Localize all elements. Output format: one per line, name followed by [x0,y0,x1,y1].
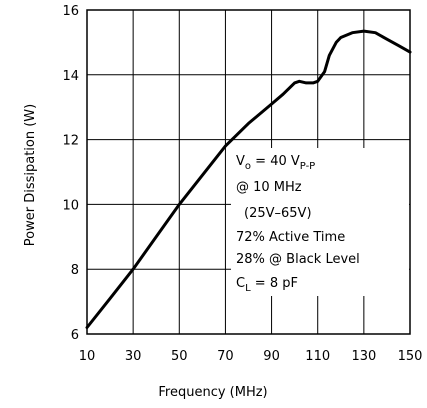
y-tick-label: 8 [71,263,79,278]
x-tick-label: 50 [171,349,188,364]
y-axis-label: Power Dissipation (W) [23,104,38,246]
annotation-box: Vo = 40 VP-P @ 10 MHz (25V–65V) 72% Acti… [231,148,409,296]
tick-labels: 10 30 50 70 90 110 130 150 6 8 10 12 14 16 [62,4,422,364]
plot-frame [86,9,411,335]
y-tick-label: 16 [62,4,79,19]
y-tick-label: 10 [62,198,79,213]
x-tick-label: 150 [398,349,423,364]
y-tick-label: 14 [62,69,79,84]
annotation-frequency: @ 10 MHz [236,180,302,195]
x-tick-label: 110 [305,349,330,364]
annotation-active-time: 72% Active Time [236,230,345,245]
x-tick-label: 10 [79,349,96,364]
power-dissipation-line [85,29,412,329]
x-tick-label: 130 [351,349,376,364]
annotation-black-level: 28% @ Black Level [236,252,360,267]
annotation-vo: Vo = 40 VP-P [236,154,315,172]
annotation-cl: CL = 8 pF [236,276,298,294]
annotation-background [231,148,409,296]
x-tick-label: 30 [125,349,142,364]
y-tick-label: 12 [62,134,79,149]
x-tick-label: 70 [217,349,234,364]
x-tick-label: 90 [263,349,280,364]
x-axis-label: Frequency (MHz) [158,385,267,400]
y-tick-label: 6 [71,328,79,343]
annotation-voltage-range: (25V–65V) [244,206,312,221]
